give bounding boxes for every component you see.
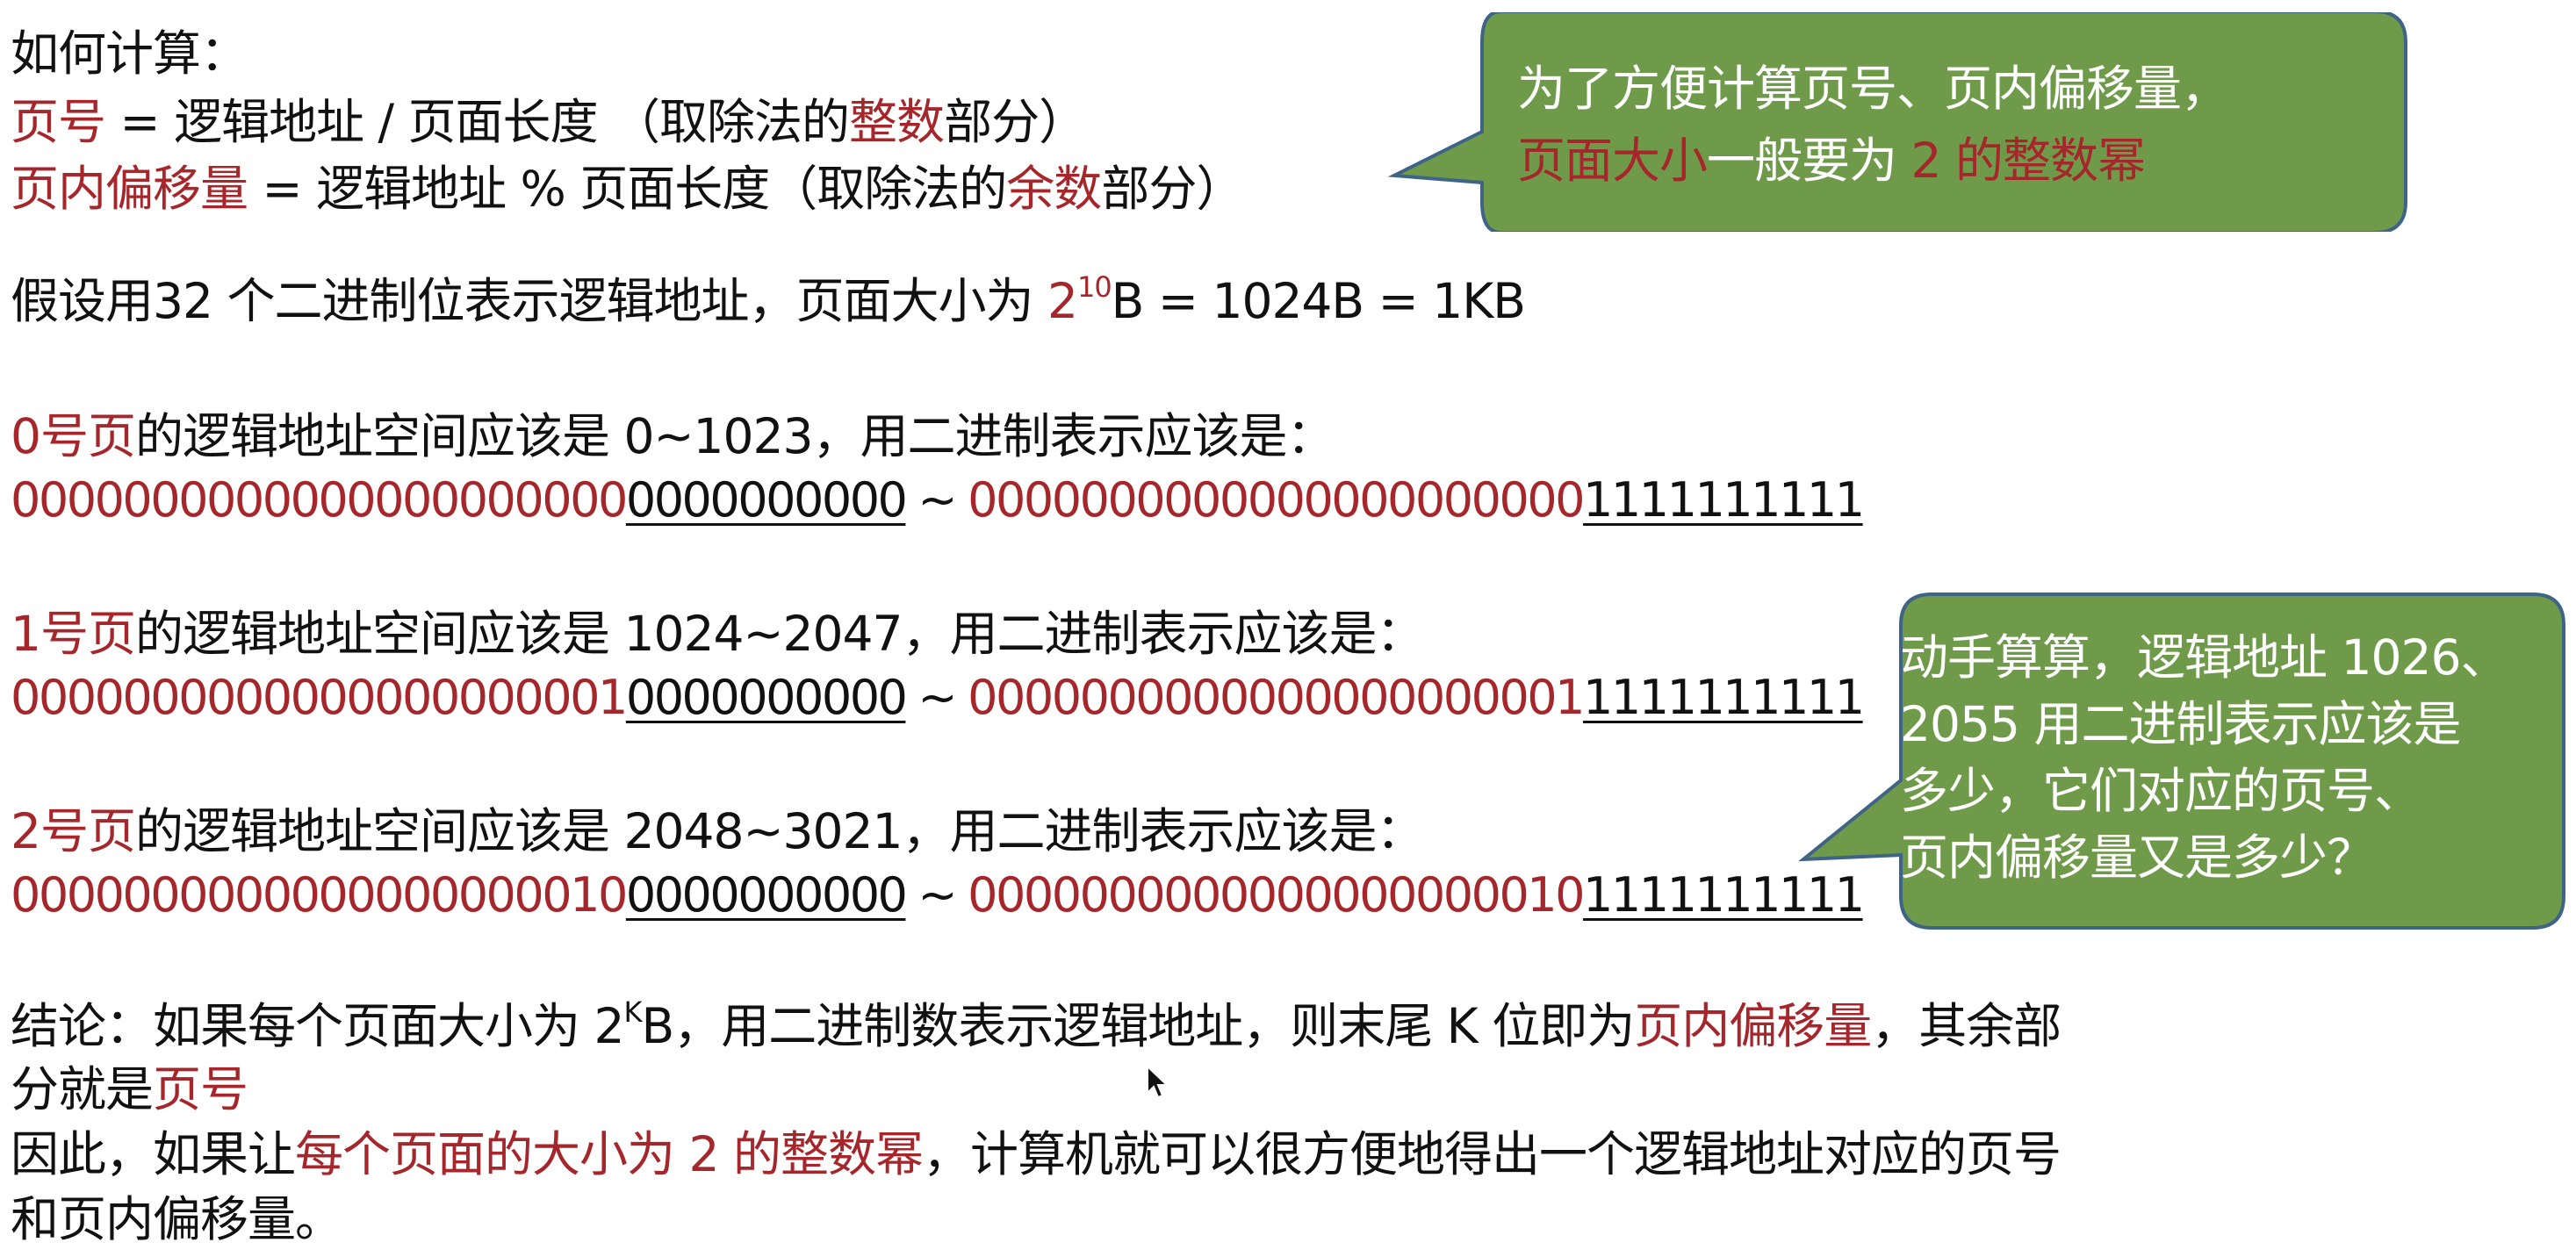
callout-right-bubble (1798, 593, 2565, 930)
highlight-power-of-two: 2 的整数幂 (1910, 133, 2146, 189)
binary-suffix: 1111111111 (1583, 472, 1865, 528)
conclusion-text: ，其余部 (1871, 998, 2062, 1054)
highlight-page-number: 页号 (153, 1061, 248, 1117)
callout-right-line-2: 2055 用二进制表示应该是 (1900, 696, 2461, 752)
callout-right-line-3: 多少，它们对应的页号、 (1900, 763, 2422, 819)
page-1-description: 1号页的逻辑地址空间应该是 1024~2047，用二进制表示应该是： (11, 603, 1425, 664)
binary-prefix: 0000000000000000000000 (968, 472, 1585, 528)
conclusion-text: 因此，如果让 (11, 1126, 296, 1182)
binary-suffix: 1111111111 (1583, 670, 1865, 725)
binary-prefix: 0000000000000000000010 (11, 867, 628, 923)
page-2-binary-range: 00000000000000000000100000000000 ~0000000… (11, 865, 1865, 926)
page-1-desc: 的逻辑地址空间应该是 1024~2047，用二进制表示应该是： (135, 606, 1425, 662)
highlight-page-size: 页面大小 (1517, 133, 1708, 189)
mouse-pointer-icon (1146, 1064, 1170, 1103)
highlight-page-offset: 页内偏移量 (1634, 998, 1872, 1054)
conclusion-text: B，用二进制数表示逻辑地址，则末尾 K 位即为 (641, 998, 1635, 1054)
page-1-binary-range: 00000000000000000000010000000000 ~0000000… (11, 667, 1865, 729)
page-0-desc: 的逻辑地址空间应该是 0~1023，用二进制表示应该是： (135, 408, 1335, 464)
page-number-formula: 页号 = 逻辑地址 / 页面长度 （取除法的整数部分） (11, 91, 1087, 153)
page-0-label: 0号页 (11, 408, 136, 464)
binary-prefix: 0000000000000000000000 (11, 472, 628, 528)
term-page-offset: 页内偏移量 (11, 161, 248, 217)
page-2-label: 2号页 (11, 803, 136, 859)
page-0-binary-range: 00000000000000000000000000000000 ~0000000… (11, 470, 1865, 531)
binary-prefix: 0000000000000000000001 (968, 670, 1585, 725)
callout-top-bubble (1387, 12, 2407, 232)
range-tilde: ~ (917, 867, 957, 923)
heading-how-to-calc: 如何计算： (11, 25, 248, 82)
conclusion-line-3: 因此，如果让每个页面的大小为 2 的整数幂，计算机就可以很方便地得出一个逻辑地址… (11, 1124, 2062, 1185)
page-1-label: 1号页 (11, 606, 136, 662)
formula-text-end: 部分） (1101, 161, 1244, 217)
highlight-power-of-two: 每个页面的大小为 2 的整数幂 (295, 1126, 924, 1182)
range-tilde: ~ (917, 670, 957, 725)
page-size-base: 2 (1047, 273, 1078, 329)
highlight-remainder: 余数 (1006, 161, 1102, 217)
callout-top-line-2: 页面大小一般要为 2 的整数幂 (1517, 130, 2146, 191)
callout-right-line-1: 动手算算，逻辑地址 1026、 (1900, 629, 2508, 686)
callout-top: 为了方便计算页号、页内偏移量， 页面大小一般要为 2 的整数幂 (1387, 12, 2410, 232)
binary-prefix: 0000000000000000000010 (968, 867, 1585, 923)
term-page-number: 页号 (11, 94, 106, 150)
page-0-description: 0号页的逻辑地址空间应该是 0~1023，用二进制表示应该是： (11, 406, 1335, 467)
conclusion-line-1: 结论：如果每个页面大小为 2KB，用二进制数表示逻辑地址，则末尾 K 位即为页内… (11, 995, 2062, 1057)
formula-text: = 逻辑地址 / 页面长度 （取除法的 (105, 94, 850, 150)
assumption-text-end: B = 1024B = 1KB (1111, 273, 1526, 329)
conclusion-exponent: K (623, 995, 642, 1029)
page-2-description: 2号页的逻辑地址空间应该是 2048~3021，用二进制表示应该是： (11, 801, 1425, 862)
highlight-integer: 整数 (849, 94, 945, 150)
assumption-text: 假设用32 个二进制位表示逻辑地址，页面大小为 (11, 273, 1047, 329)
binary-suffix: 0000000000 (625, 670, 908, 725)
binary-suffix: 0000000000 (625, 867, 908, 923)
formula-text-end: 部分） (944, 94, 1087, 150)
binary-suffix: 0000000000 (625, 472, 908, 528)
page-size-exponent: 10 (1076, 270, 1112, 304)
binary-suffix: 1111111111 (1583, 867, 1865, 923)
assumption-line: 假设用32 个二进制位表示逻辑地址，页面大小为 210B = 1024B = 1… (11, 270, 1526, 332)
conclusion-text: 分就是 (11, 1061, 154, 1117)
range-tilde: ~ (917, 472, 957, 528)
conclusion-line-2: 分就是页号 (11, 1059, 248, 1120)
page-2-desc: 的逻辑地址空间应该是 2048~3021，用二进制表示应该是： (135, 803, 1425, 859)
conclusion-text: ，计算机就可以很方便地得出一个逻辑地址对应的页号 (922, 1126, 2062, 1182)
callout-right-line-4: 页内偏移量又是多少？ (1900, 830, 2375, 886)
callout-text: 一般要为 (1707, 133, 1911, 189)
conclusion-line-4: 和页内偏移量。 (11, 1191, 343, 1247)
formula-text: = 逻辑地址 % 页面长度（取除法的 (248, 161, 1007, 217)
conclusion-text: 结论：如果每个页面大小为 2 (11, 998, 624, 1054)
callout-top-line-1: 为了方便计算页号、页内偏移量， (1517, 61, 2229, 117)
page-offset-formula: 页内偏移量 = 逻辑地址 % 页面长度（取除法的余数部分） (11, 158, 1244, 219)
callout-right: 动手算算，逻辑地址 1026、 2055 用二进制表示应该是 多少，它们对应的页… (1791, 592, 2572, 934)
binary-prefix: 0000000000000000000001 (11, 670, 628, 725)
